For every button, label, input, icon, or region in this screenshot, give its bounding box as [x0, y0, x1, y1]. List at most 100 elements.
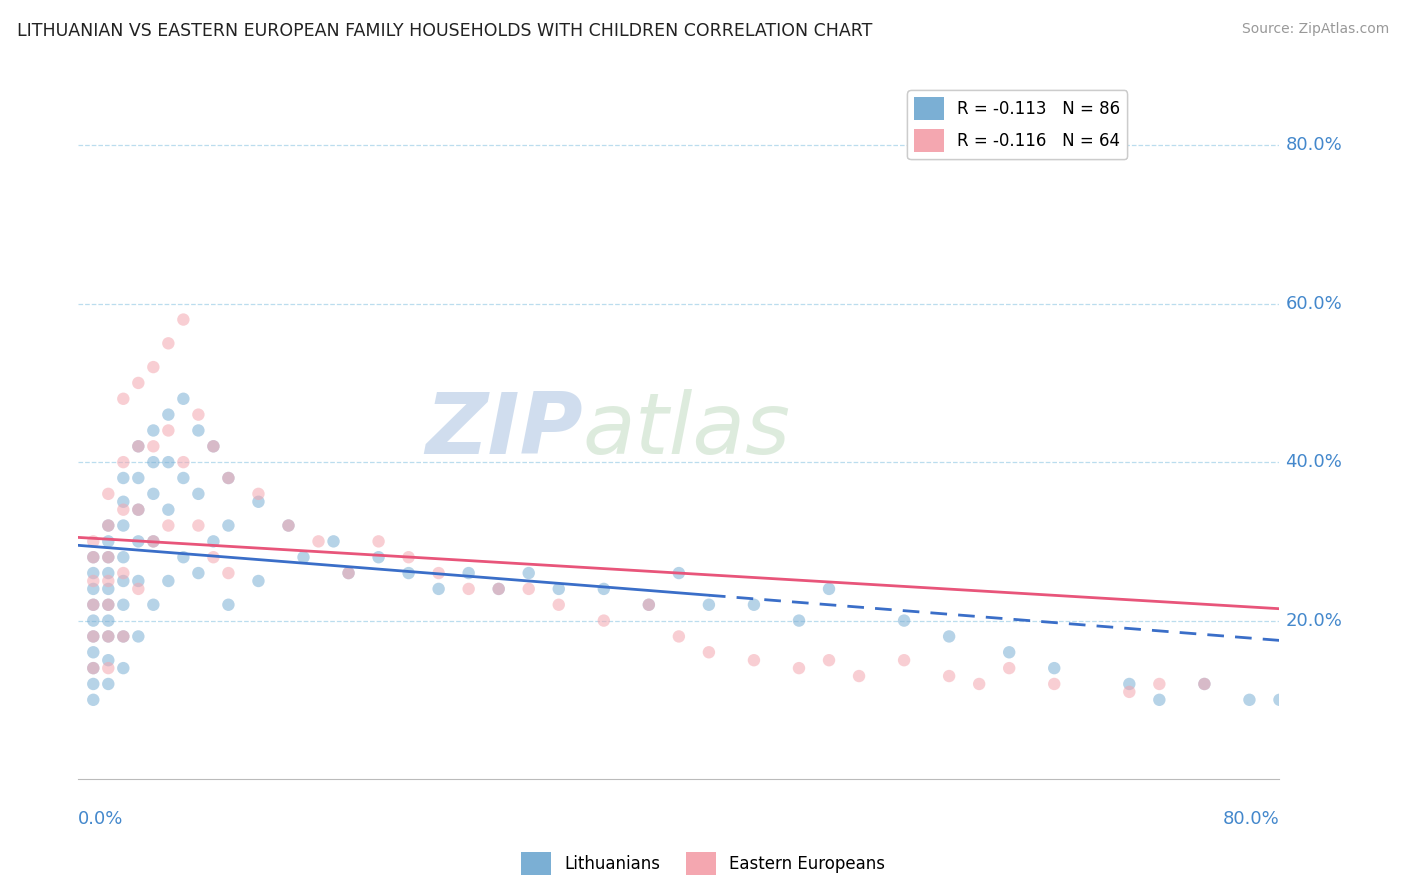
Point	[998, 661, 1021, 675]
Point	[157, 518, 180, 533]
Text: 0.0%: 0.0%	[79, 811, 124, 829]
Point	[112, 574, 135, 588]
Point	[127, 376, 149, 390]
Point	[938, 629, 960, 643]
Point	[82, 645, 104, 659]
Point	[127, 534, 149, 549]
Point	[127, 574, 149, 588]
Point	[427, 582, 450, 596]
Point	[187, 487, 209, 501]
Point	[82, 574, 104, 588]
Point	[1118, 685, 1140, 699]
Point	[82, 566, 104, 580]
Point	[172, 550, 194, 565]
Point	[142, 534, 165, 549]
Point	[127, 629, 149, 643]
Point	[787, 661, 810, 675]
Point	[127, 471, 149, 485]
Point	[142, 534, 165, 549]
Point	[82, 629, 104, 643]
Point	[247, 574, 270, 588]
Point	[112, 629, 135, 643]
Point	[82, 693, 104, 707]
Point	[1268, 693, 1291, 707]
Point	[308, 534, 330, 549]
Point	[187, 518, 209, 533]
Point	[337, 566, 360, 580]
Point	[82, 677, 104, 691]
Text: ZIP: ZIP	[425, 389, 582, 472]
Point	[1239, 693, 1261, 707]
Point	[112, 392, 135, 406]
Point	[818, 653, 841, 667]
Text: atlas: atlas	[582, 389, 790, 472]
Point	[97, 653, 120, 667]
Point	[142, 424, 165, 438]
Text: 60.0%: 60.0%	[1285, 294, 1343, 313]
Point	[668, 566, 690, 580]
Point	[697, 598, 720, 612]
Point	[187, 424, 209, 438]
Point	[97, 487, 120, 501]
Point	[1194, 677, 1216, 691]
Point	[142, 487, 165, 501]
Point	[97, 629, 120, 643]
Legend: R = -0.113   N = 86, R = -0.116   N = 64: R = -0.113 N = 86, R = -0.116 N = 64	[907, 90, 1128, 159]
Point	[742, 653, 765, 667]
Point	[217, 471, 239, 485]
Point	[127, 502, 149, 516]
Point	[127, 582, 149, 596]
Point	[637, 598, 659, 612]
Text: Source: ZipAtlas.com: Source: ZipAtlas.com	[1241, 22, 1389, 37]
Point	[367, 534, 389, 549]
Point	[82, 598, 104, 612]
Point	[547, 598, 569, 612]
Point	[82, 534, 104, 549]
Point	[112, 566, 135, 580]
Point	[967, 677, 990, 691]
Point	[97, 629, 120, 643]
Point	[127, 502, 149, 516]
Point	[97, 598, 120, 612]
Point	[668, 629, 690, 643]
Point	[277, 518, 299, 533]
Point	[82, 550, 104, 565]
Point	[97, 534, 120, 549]
Point	[337, 566, 360, 580]
Point	[187, 408, 209, 422]
Point	[97, 574, 120, 588]
Point	[157, 424, 180, 438]
Point	[97, 518, 120, 533]
Point	[112, 471, 135, 485]
Point	[1149, 693, 1171, 707]
Point	[172, 455, 194, 469]
Point	[202, 550, 225, 565]
Point	[697, 645, 720, 659]
Point	[142, 455, 165, 469]
Point	[322, 534, 344, 549]
Point	[998, 645, 1021, 659]
Point	[398, 550, 420, 565]
Point	[142, 360, 165, 375]
Point	[1043, 677, 1066, 691]
Point	[112, 502, 135, 516]
Point	[97, 614, 120, 628]
Point	[157, 455, 180, 469]
Point	[157, 574, 180, 588]
Legend: Lithuanians, Eastern Europeans: Lithuanians, Eastern Europeans	[515, 845, 891, 882]
Point	[142, 439, 165, 453]
Point	[112, 598, 135, 612]
Point	[488, 582, 510, 596]
Point	[97, 566, 120, 580]
Point	[457, 582, 479, 596]
Point	[82, 550, 104, 565]
Point	[938, 669, 960, 683]
Point	[97, 518, 120, 533]
Point	[127, 439, 149, 453]
Point	[292, 550, 315, 565]
Text: 40.0%: 40.0%	[1285, 453, 1343, 471]
Point	[547, 582, 569, 596]
Point	[247, 487, 270, 501]
Point	[457, 566, 479, 580]
Point	[637, 598, 659, 612]
